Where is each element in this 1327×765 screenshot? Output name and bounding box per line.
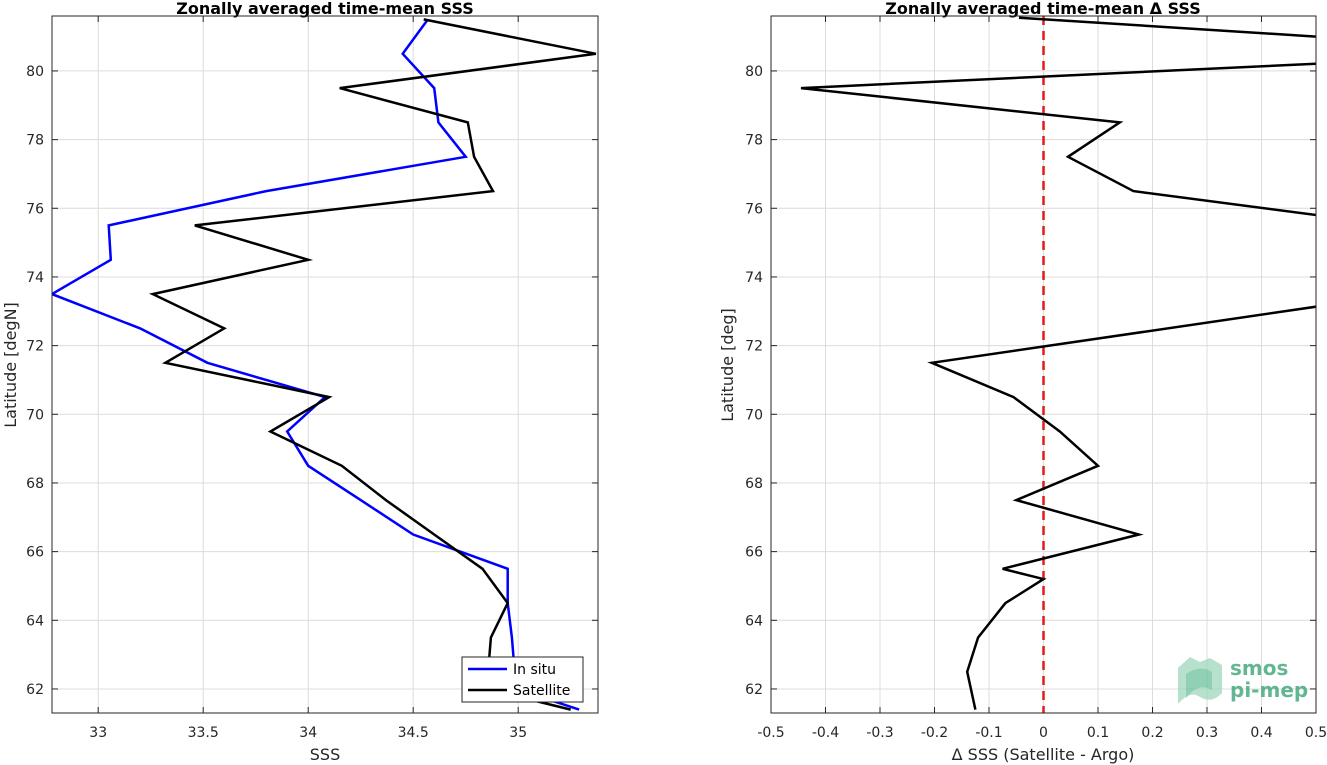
smos-pi-mep-logo: smos pi-mep xyxy=(1178,656,1308,704)
series-line-delta-sss xyxy=(800,16,1316,710)
tick-marks: 33 33.5 34 34.5 35 62 64 66 68 70 72 74 76 78 80 xyxy=(26,16,598,741)
x-tick-label: 0.1 xyxy=(1087,725,1109,741)
y-tick-label: 72 xyxy=(745,339,763,355)
tick-marks: -0.5 -0.4 -0.3 -0.2 -0.1 0 0.1 0.2 0.3 0.4 0.5 62 64… xyxy=(745,16,1327,741)
x-tick-label: 33 xyxy=(89,725,107,741)
x-tick-label: -0.2 xyxy=(921,725,948,741)
legend-label-satellite: Satellite xyxy=(513,683,570,699)
y-tick-label: 78 xyxy=(745,133,763,149)
y-tick-label: 76 xyxy=(26,201,44,217)
y-tick-label: 74 xyxy=(26,270,44,286)
gridlines xyxy=(52,16,598,713)
series-line-satellite xyxy=(148,18,597,711)
y-tick-label: 64 xyxy=(26,613,44,629)
y-tick-label: 80 xyxy=(745,64,763,80)
x-tick-label: 34 xyxy=(299,725,317,741)
y-tick-label: 70 xyxy=(745,407,763,423)
y-tick-label: 64 xyxy=(745,613,763,629)
axes-frame xyxy=(51,15,599,714)
x-tick-label: 0.5 xyxy=(1305,725,1327,741)
chart-title: Zonally averaged time-mean SSS xyxy=(176,0,474,18)
x-tick-label: 33.5 xyxy=(188,725,219,741)
y-axis-label: Latitude [deg] xyxy=(718,308,737,422)
y-tick-label: 66 xyxy=(26,545,44,561)
axes-frame xyxy=(770,15,1317,714)
legend-box xyxy=(461,656,584,703)
x-tick-label: -0.4 xyxy=(812,725,839,741)
x-tick-label: -0.3 xyxy=(866,725,893,741)
chart-title: Zonally averaged time-mean Δ SSS xyxy=(885,0,1201,18)
y-axis-label: Latitude [degN] xyxy=(1,302,20,428)
series-lines xyxy=(52,18,597,711)
series-line-in-situ xyxy=(52,18,580,711)
y-tick-label: 70 xyxy=(26,407,44,423)
x-tick-label: -0.1 xyxy=(975,725,1002,741)
series-lines xyxy=(800,16,1316,713)
y-tick-label: 62 xyxy=(745,682,763,698)
y-tick-label: 80 xyxy=(26,64,44,80)
y-tick-label: 62 xyxy=(26,682,44,698)
y-tick-label: 68 xyxy=(745,476,763,492)
y-tick-label: 66 xyxy=(745,545,763,561)
logo-line2: pi-mep xyxy=(1230,678,1308,702)
logo-wave-icon xyxy=(1186,668,1212,698)
y-tick-label: 74 xyxy=(745,270,763,286)
x-axis-label: Δ SSS (Satellite - Argo) xyxy=(952,745,1135,764)
sss-profile-axes: Zonally averaged time-mean SSS 33 33.5 34 3… xyxy=(1,0,599,764)
legend: In situ Satellite xyxy=(461,656,584,703)
x-tick-label: 0 xyxy=(1039,725,1048,741)
x-tick-label: 0.3 xyxy=(1196,725,1218,741)
x-tick-label: 34.5 xyxy=(398,725,429,741)
x-tick-label: 0.2 xyxy=(1141,725,1163,741)
y-tick-label: 72 xyxy=(26,339,44,355)
x-tick-label: 0.4 xyxy=(1250,725,1272,741)
x-tick-label: -0.5 xyxy=(757,725,784,741)
logo-line1: smos xyxy=(1230,656,1288,680)
y-tick-label: 76 xyxy=(745,201,763,217)
legend-label-in-situ: In situ xyxy=(513,662,556,678)
delta-sss-axes: Zonally averaged time-mean Δ SSS -0.5 -0.… xyxy=(718,0,1327,764)
x-axis-label: SSS xyxy=(310,745,340,764)
y-tick-label: 68 xyxy=(26,476,44,492)
x-tick-label: 35 xyxy=(509,725,527,741)
y-tick-label: 78 xyxy=(26,133,44,149)
